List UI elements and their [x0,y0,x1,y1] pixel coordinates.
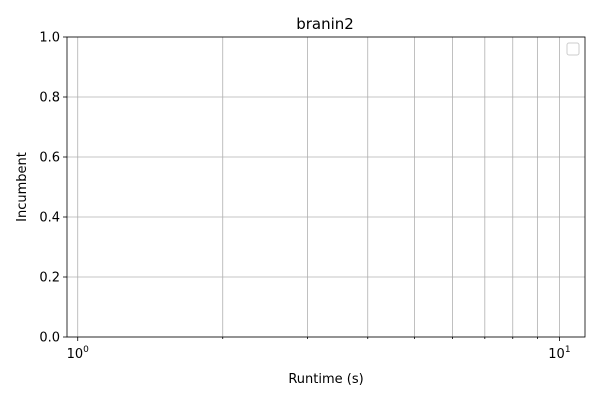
x-tick-label-exponent: 0 [83,345,89,355]
x-axis-ticks: 100 101 [67,337,571,362]
y-tick-label: 0.6 [39,151,60,166]
chart-title: branin2 [296,15,354,33]
y-tick-label: 0.0 [39,331,60,346]
y-tick-label: 0.2 [39,271,60,286]
x-tick-label: 101 [548,345,570,362]
x-tick-label-base: 10 [548,347,565,362]
y-axis-ticks: 0.0 0.2 0.4 0.6 0.8 1.0 [39,31,67,346]
plot-area-frame [66,36,586,338]
y-tick-label: 1.0 [39,31,60,46]
grid [67,36,585,338]
x-tick-label: 100 [67,345,90,362]
x-tick-label-exponent: 1 [565,345,571,355]
y-tick-label: 0.4 [39,211,60,226]
y-axis-label: Incumbent [15,152,30,222]
y-tick-label: 0.8 [39,91,60,106]
x-tick-label-base: 10 [67,347,84,362]
x-axis-label: Runtime (s) [288,372,363,387]
legend-box [566,42,580,56]
